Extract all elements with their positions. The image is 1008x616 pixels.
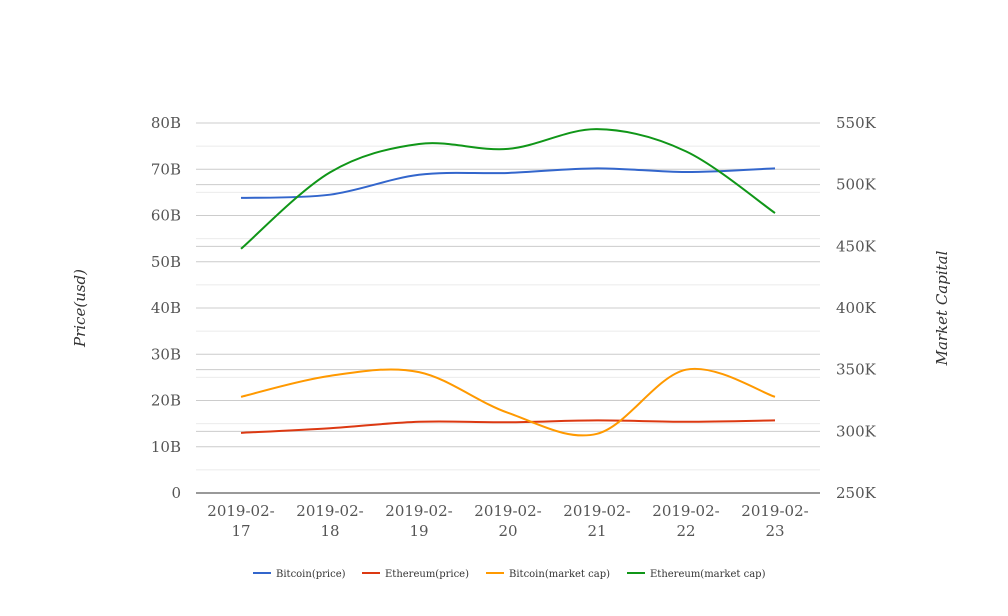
- left-tick-label: 80B: [151, 114, 181, 132]
- x-tick-label: 2019-02-22: [652, 502, 719, 540]
- series-line-ethereum-market-cap: [240, 128, 776, 250]
- x-axis-ticks: 2019-02-17 2019-02-18 2019-02-19 2019-02-20…: [207, 502, 808, 540]
- legend-label-bitcoin-price: Bitcoin(price): [276, 569, 346, 580]
- right-tick-label: 350K: [836, 361, 877, 379]
- x-tick-label: 2019-02-20: [474, 502, 541, 540]
- left-tick-label: 30B: [151, 345, 181, 363]
- right-axis-ticks: 250K 300K 350K 400K 450K 500K 550K: [836, 114, 877, 502]
- x-tick-label: 2019-02-17: [207, 502, 274, 540]
- left-tick-label: 60B: [151, 207, 181, 225]
- series-line-ethereum-price: [240, 419, 776, 434]
- left-tick-label: 50B: [151, 253, 181, 271]
- right-tick-label: 400K: [836, 299, 877, 317]
- x-tick-label: 2019-02-21: [563, 502, 630, 540]
- series-lines: [240, 128, 776, 437]
- left-tick-label: 40B: [151, 299, 181, 317]
- right-tick-label: 300K: [836, 422, 877, 440]
- right-tick-label: 250K: [836, 484, 877, 502]
- left-tick-label: 70B: [151, 160, 181, 178]
- left-tick-label: 20B: [151, 392, 181, 410]
- x-tick-label: 2019-02-23: [741, 502, 808, 540]
- left-axis-title: Price(usd): [71, 269, 89, 348]
- right-tick-label: 450K: [836, 237, 877, 255]
- x-tick-label: 2019-02-19: [385, 502, 452, 540]
- left-tick-label: 0: [171, 484, 181, 502]
- legend-label-ethereum-price: Ethereum(price): [385, 569, 469, 580]
- gridlines: [196, 122, 820, 471]
- series-line-bitcoin-price: [240, 167, 776, 199]
- right-axis-title: Market Capital: [933, 250, 951, 366]
- right-tick-label: 550K: [836, 114, 877, 132]
- right-tick-label: 500K: [836, 176, 877, 194]
- legend-label-ethereum-market-cap: Ethereum(market cap): [650, 569, 766, 580]
- left-tick-label: 10B: [151, 438, 181, 456]
- legend-label-bitcoin-market-cap: Bitcoin(market cap): [509, 569, 610, 580]
- left-axis-ticks: 0 10B 20B 30B 40B 50B 60B 70B 80B: [151, 114, 181, 502]
- x-tick-label: 2019-02-18: [296, 502, 363, 540]
- legend: Bitcoin(price) Ethereum(price) Bitcoin(mar…: [253, 569, 766, 580]
- series-line-bitcoin-market-cap: [240, 367, 776, 437]
